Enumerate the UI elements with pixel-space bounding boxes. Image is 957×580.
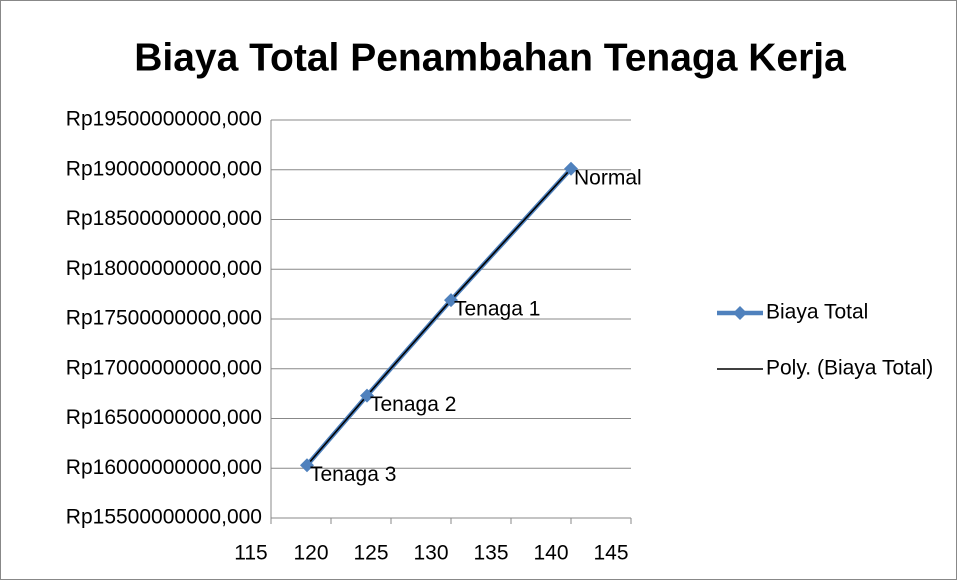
- x-tick-label: 140: [533, 542, 568, 565]
- chart-title: Biaya Total Penambahan Tenaga Kerja: [134, 36, 846, 79]
- y-tick-label: Rp18000000000,000: [66, 257, 262, 280]
- trend-line: [306, 168, 572, 466]
- legend-label: Biaya Total: [766, 301, 868, 324]
- x-tick-label: 145: [593, 542, 628, 565]
- legend-label: Poly. (Biaya Total): [766, 357, 933, 380]
- y-tick-label: Rp17500000000,000: [66, 307, 262, 330]
- point-label: Tenaga 2: [370, 393, 456, 416]
- marker: [360, 388, 374, 403]
- y-tick-label: Rp18500000000,000: [66, 207, 262, 230]
- x-tick-label: 130: [413, 542, 448, 565]
- x-tick-label: 120: [293, 542, 328, 565]
- marker: [300, 458, 314, 473]
- point-label: Normal: [574, 166, 642, 189]
- legend-marker: [733, 306, 747, 320]
- y-tick-label: Rp17000000000,000: [66, 356, 262, 379]
- marker: [564, 161, 578, 176]
- point-label: Tenaga 1: [454, 298, 540, 321]
- x-tick-label: 125: [353, 542, 388, 565]
- y-tick-label: Rp19000000000,000: [66, 157, 262, 180]
- x-tick-label: 115: [234, 542, 267, 565]
- y-tick-label: Rp15500000000,000: [66, 506, 262, 529]
- point-label: Tenaga 3: [310, 463, 396, 486]
- y-tick-label: Rp19500000000,000: [66, 108, 262, 131]
- marker: [444, 293, 458, 308]
- x-tick-label: 135: [473, 542, 508, 565]
- y-tick-label: Rp16500000000,000: [66, 406, 262, 429]
- y-tick-label: Rp16000000000,000: [66, 456, 262, 479]
